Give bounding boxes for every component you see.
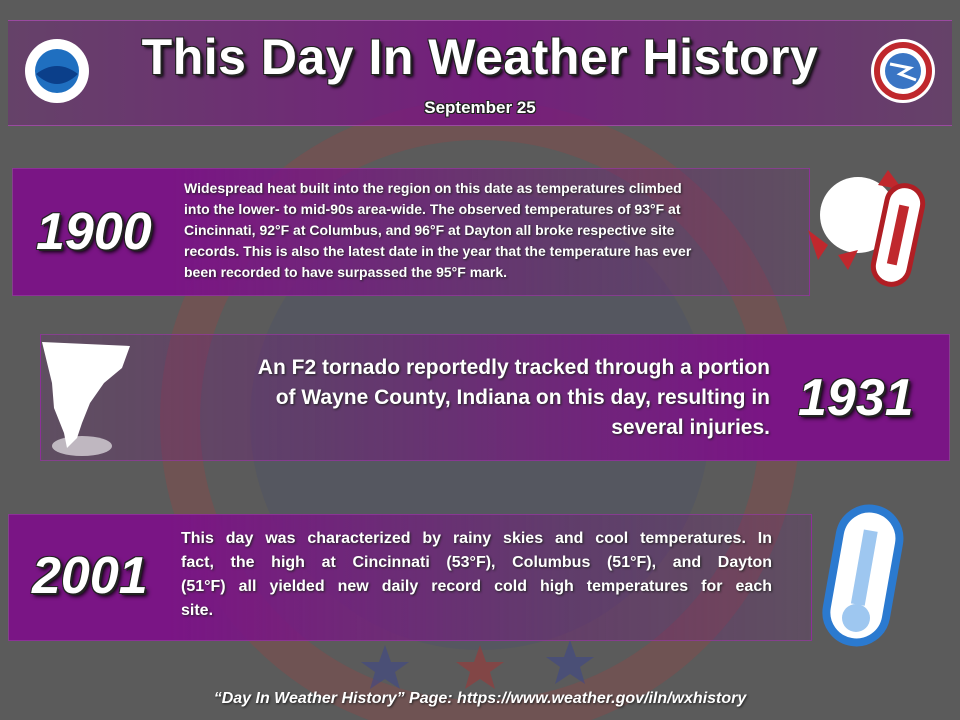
event-panel	[40, 334, 950, 461]
event-year: 1931	[798, 369, 914, 427]
text-line: into the lower- to mid-90s area-wide. Th…	[184, 201, 681, 217]
text-line: been recorded to have surpassed the 95°F…	[184, 264, 508, 280]
text-line: several injuries.	[611, 416, 770, 439]
event-panel	[12, 168, 810, 296]
nws-logo	[871, 39, 935, 103]
date: September 25	[424, 98, 536, 117]
text-line: fact, the high at Cincinnati (53°F), Col…	[181, 554, 772, 571]
text-line: This day was characterized by rainy skie…	[181, 530, 772, 547]
title: This Day In Weather History	[141, 29, 819, 85]
header-band	[8, 20, 952, 126]
star	[546, 640, 594, 684]
text-line: records. This is also the latest date in…	[184, 243, 692, 259]
text-line: site.	[181, 602, 214, 619]
event-year: 1900	[36, 203, 152, 261]
event-text: This day was characterized by rainy skie…	[181, 527, 772, 623]
text-line: (51°F) all yielded new daily record cold…	[181, 578, 772, 595]
star	[361, 645, 409, 689]
thermometer-icon	[822, 504, 904, 647]
event-text: Widespread heat built into the region on…	[184, 178, 784, 283]
event-text: An F2 tornado reportedly tracked through…	[170, 353, 770, 443]
text-line: An F2 tornado reportedly tracked through…	[257, 356, 770, 379]
text-line: of Wayne County, Indiana on this day, re…	[275, 386, 770, 409]
star	[456, 645, 504, 689]
footer: “Day In Weather History” Page: https://w…	[213, 690, 747, 707]
noaa-logo	[25, 39, 89, 103]
tornado-icon	[42, 342, 130, 456]
text-line: Widespread heat built into the region on…	[184, 180, 682, 196]
event-year: 2001	[32, 547, 148, 605]
heat-icon	[808, 170, 926, 287]
event-panel	[8, 514, 812, 641]
text-line: Cincinnati, 92°F at Columbus, and 96°F a…	[184, 222, 675, 238]
